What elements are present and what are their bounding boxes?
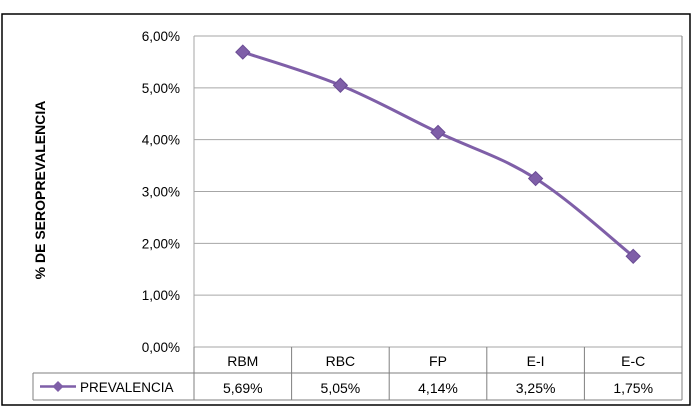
table-value: 3,25% [516,380,556,396]
y-tick-label: 1,00% [142,288,180,303]
data-table: RBM RBC FP E-I E-C 5,69% 5,05% 4,14% 3,25% 1,75% P… [32,36,683,401]
category-label: RBC [326,353,356,369]
table-value: 4,14% [418,380,458,396]
y-tick-label: 3,00% [142,185,180,200]
y-tick-label: 0,00% [142,340,180,355]
series-line-group [235,44,641,264]
table-value: 5,69% [223,380,263,396]
category-label: E-C [621,353,645,369]
table-value: 5,05% [321,380,361,396]
legend-marker-swatch [52,381,64,392]
chart-border [1,13,691,406]
data-point-fp [430,124,446,141]
category-label: E-I [527,353,545,369]
data-point-e-c [625,248,641,264]
y-tick-label: 2,00% [142,236,180,251]
table-value: 1,75% [613,380,653,396]
y-axis-ticks: 0,00% 1,00% 2,00% 3,00% 4,00% 5,00% 6,00% [142,29,180,355]
legend-series-name: PREVALENCIA [80,380,174,395]
y-axis-title: % DE SEROPREVALENCIA [32,101,48,280]
data-point-e-i [527,170,544,187]
data-point-rbc [332,77,349,93]
category-label: FP [429,353,447,369]
data-point-rbm [235,44,251,60]
y-tick-label: 5,00% [142,81,180,96]
y-tick-label: 4,00% [142,133,180,148]
category-label: RBM [227,353,258,369]
y-tick-label: 6,00% [142,29,180,44]
